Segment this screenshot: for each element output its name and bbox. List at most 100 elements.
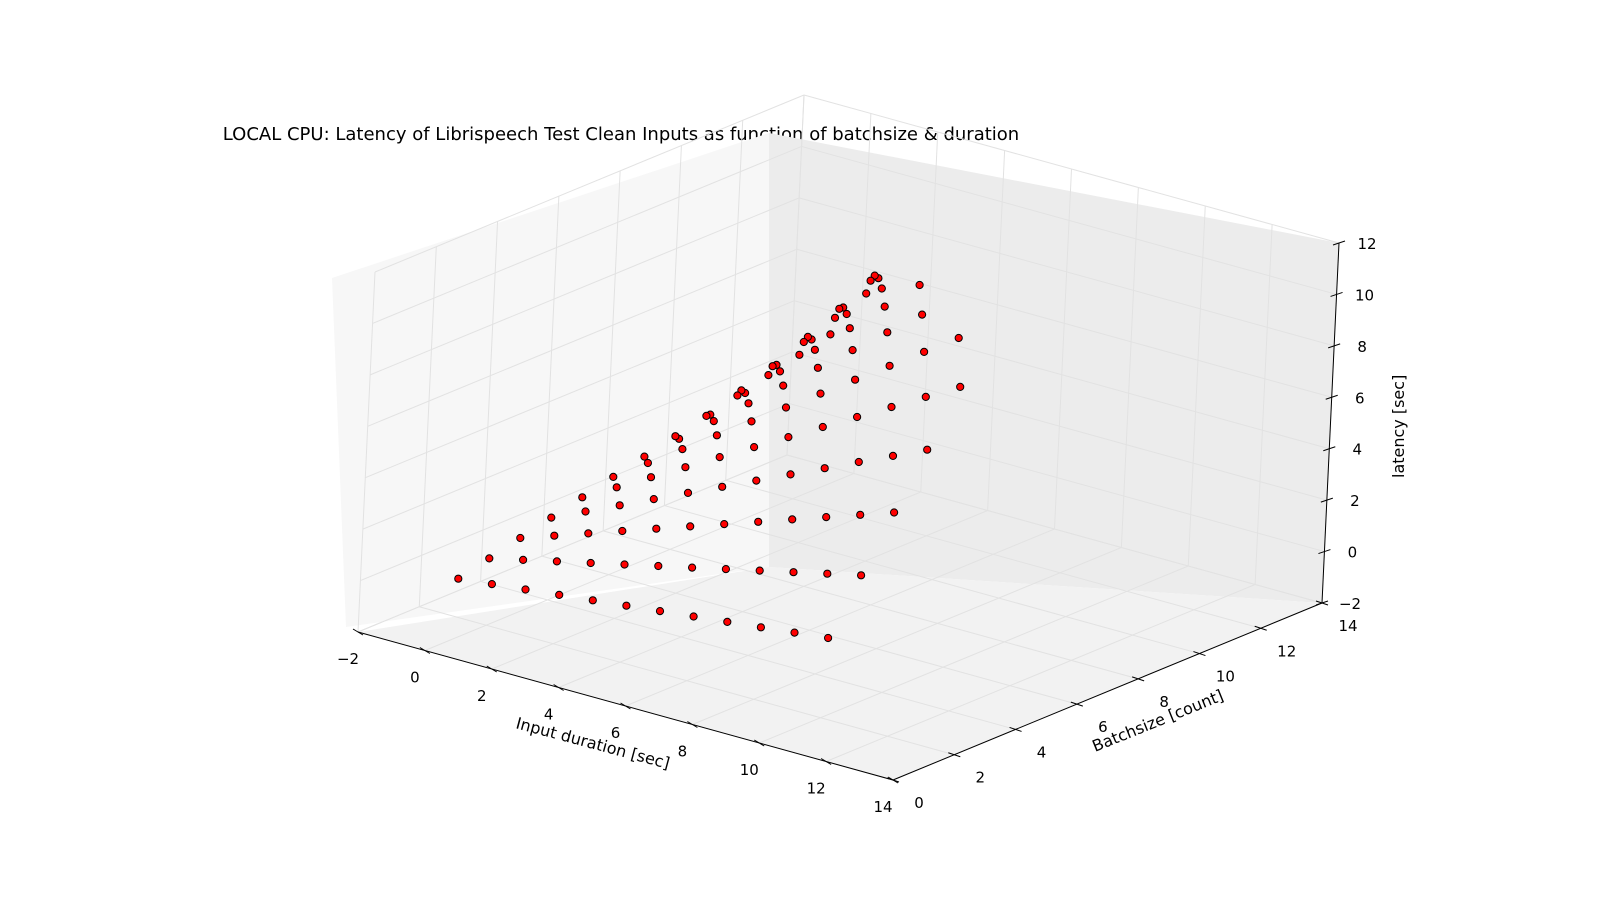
scatter-point <box>584 529 593 538</box>
scatter-point <box>555 590 564 600</box>
grid-line-x-floor <box>491 491 921 670</box>
grid-line-z-side <box>362 351 793 530</box>
grid-line-z-back <box>796 248 1332 398</box>
x-tick-mark <box>820 758 832 765</box>
grid-line-x-back <box>987 150 1006 511</box>
y-tick-label: 8 <box>1159 693 1169 711</box>
scatter-point <box>715 453 724 462</box>
z-tick-mark <box>1323 446 1336 452</box>
scatter-point <box>547 513 556 522</box>
scatter-point <box>752 476 761 485</box>
scatter-point <box>686 522 695 531</box>
y-tick-label: 12 <box>1277 642 1296 660</box>
scatter-point <box>671 432 680 441</box>
scatter-point <box>618 526 627 536</box>
scatter-point <box>853 412 862 422</box>
z-tick-mark <box>1325 394 1338 400</box>
scatter-point <box>788 515 797 524</box>
grid-line-z-side <box>374 94 805 273</box>
floor-pane <box>358 567 1322 780</box>
scatter-point <box>485 554 494 563</box>
scatter-point <box>918 310 927 319</box>
y-tick-mark <box>1131 676 1145 682</box>
scatter-point <box>652 524 661 533</box>
grid-line-y-side <box>480 221 499 582</box>
scatter-point <box>854 457 863 467</box>
scatter-point <box>756 623 766 632</box>
z-tick-label: 0 <box>1348 544 1358 562</box>
x-tick-mark <box>352 628 364 636</box>
scatter-point <box>712 431 722 440</box>
scatter-point <box>810 345 820 354</box>
grid-line-y-side <box>725 120 744 481</box>
scatter-point <box>718 482 727 491</box>
z-tick-mark <box>1318 549 1331 555</box>
z-tick-mark <box>1332 240 1346 246</box>
scatter-point <box>856 510 865 519</box>
scatter-point <box>795 350 804 359</box>
grid-line-y-floor <box>480 580 1016 730</box>
x-tick-mark <box>553 684 564 691</box>
scatter-point <box>721 565 731 574</box>
grid-line-x-floor <box>424 473 855 651</box>
y-axis-label: Batchsize [count] <box>1089 686 1226 756</box>
grid-line-y-floor <box>603 530 1139 680</box>
scatter-point <box>799 337 808 347</box>
scatter-point <box>755 566 764 575</box>
grid-line-z-side <box>369 197 800 376</box>
scatter-point <box>823 569 832 578</box>
z-axis-line <box>1321 242 1340 604</box>
scatter-point <box>857 571 866 580</box>
scatter-point <box>851 375 860 384</box>
scatter-point <box>786 470 795 479</box>
grid-line-x-back <box>920 131 939 493</box>
x-tick-label: 12 <box>807 780 826 798</box>
scatter-point <box>588 596 597 605</box>
x-tick-mark <box>419 647 431 654</box>
back-right-pane <box>769 133 1339 603</box>
grid-line-y-floor <box>725 479 1261 629</box>
y-tick-label: 4 <box>1037 743 1047 761</box>
grid-line-x-floor <box>825 584 1256 762</box>
y-tick-label: 14 <box>1338 617 1357 635</box>
scatter-point <box>813 363 823 372</box>
z-tick-label: 12 <box>1357 235 1376 253</box>
y-tick-label: 6 <box>1098 718 1108 736</box>
scatter-point <box>744 399 753 408</box>
grid-line-x-back <box>1254 224 1273 585</box>
scatter-point <box>519 555 528 565</box>
scatter-point <box>818 422 827 432</box>
scatter-point <box>521 585 530 594</box>
scatter-point <box>747 417 756 426</box>
scatter-point <box>883 328 892 337</box>
grid-line-z-side <box>367 248 797 427</box>
z-tick-mark <box>1327 343 1341 349</box>
y-tick-mark <box>1009 726 1022 732</box>
grid-line-y-floor <box>664 505 1200 655</box>
scatter-point <box>581 507 590 516</box>
grid-line-y-floor <box>419 606 955 756</box>
x-tick-label: 6 <box>611 724 621 742</box>
scatter-point <box>830 313 840 322</box>
scatter-point <box>781 403 791 412</box>
scatter-point <box>750 443 759 452</box>
scatter-point <box>643 458 653 468</box>
scatter-point <box>816 389 825 398</box>
x-tick-label: 10 <box>740 761 759 779</box>
scatter-point <box>848 346 857 355</box>
scatter-point <box>683 488 693 497</box>
grid-line-x-floor <box>692 547 1122 725</box>
grid-lines <box>357 94 1340 781</box>
scatter-point <box>702 411 711 420</box>
scatter-point <box>612 483 621 492</box>
grid-line-x-back <box>1120 187 1139 548</box>
scatter-point <box>609 472 618 481</box>
x-tick-mark <box>486 665 498 673</box>
scatter-point <box>754 517 763 526</box>
y-tick-mark <box>1193 651 1206 657</box>
scatter-point <box>733 391 742 400</box>
x-tick-label: 4 <box>544 706 554 724</box>
scatter-point <box>615 501 624 510</box>
scatter-points <box>454 271 965 643</box>
